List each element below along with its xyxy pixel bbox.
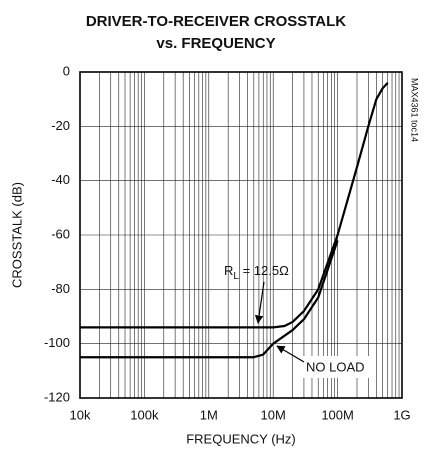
line	[80, 240, 339, 359]
x-tick-label: 100k	[130, 407, 159, 422]
annotation: RL = 12.5Ω	[224, 263, 289, 281]
plot-frame	[79, 71, 403, 399]
x-tick-label: 10k	[70, 407, 91, 422]
x-tick-label: 1G	[393, 407, 410, 422]
annotation: NO LOAD	[306, 359, 365, 374]
y-tick-label: -80	[51, 281, 70, 296]
annotation-arrow	[254, 281, 265, 324]
x-tick-label: 1M	[200, 407, 218, 422]
y-tick-label: -40	[51, 172, 70, 187]
line	[80, 82, 389, 329]
chart-title: DRIVER-TO-RECEIVER CROSSTALK	[86, 13, 346, 30]
y-tick-label: -20	[51, 118, 70, 133]
y-tick-label: -100	[44, 335, 70, 350]
x-tick-label: 100M	[321, 407, 354, 422]
y-tick-label: -120	[44, 389, 70, 404]
x-axis-label: FREQUENCY (Hz)	[186, 431, 296, 446]
chart-title: vs. FREQUENCY	[156, 35, 275, 52]
annotation-box	[302, 356, 370, 378]
y-tick-label: 0	[63, 63, 70, 78]
annotation-arrow	[276, 345, 305, 363]
x-tick-label: 10M	[261, 407, 286, 422]
y-tick-label: -60	[51, 226, 70, 241]
y-axis-label: CROSSTALK (dB)	[9, 182, 24, 288]
side-label: MAX4361 toc14	[410, 78, 420, 142]
